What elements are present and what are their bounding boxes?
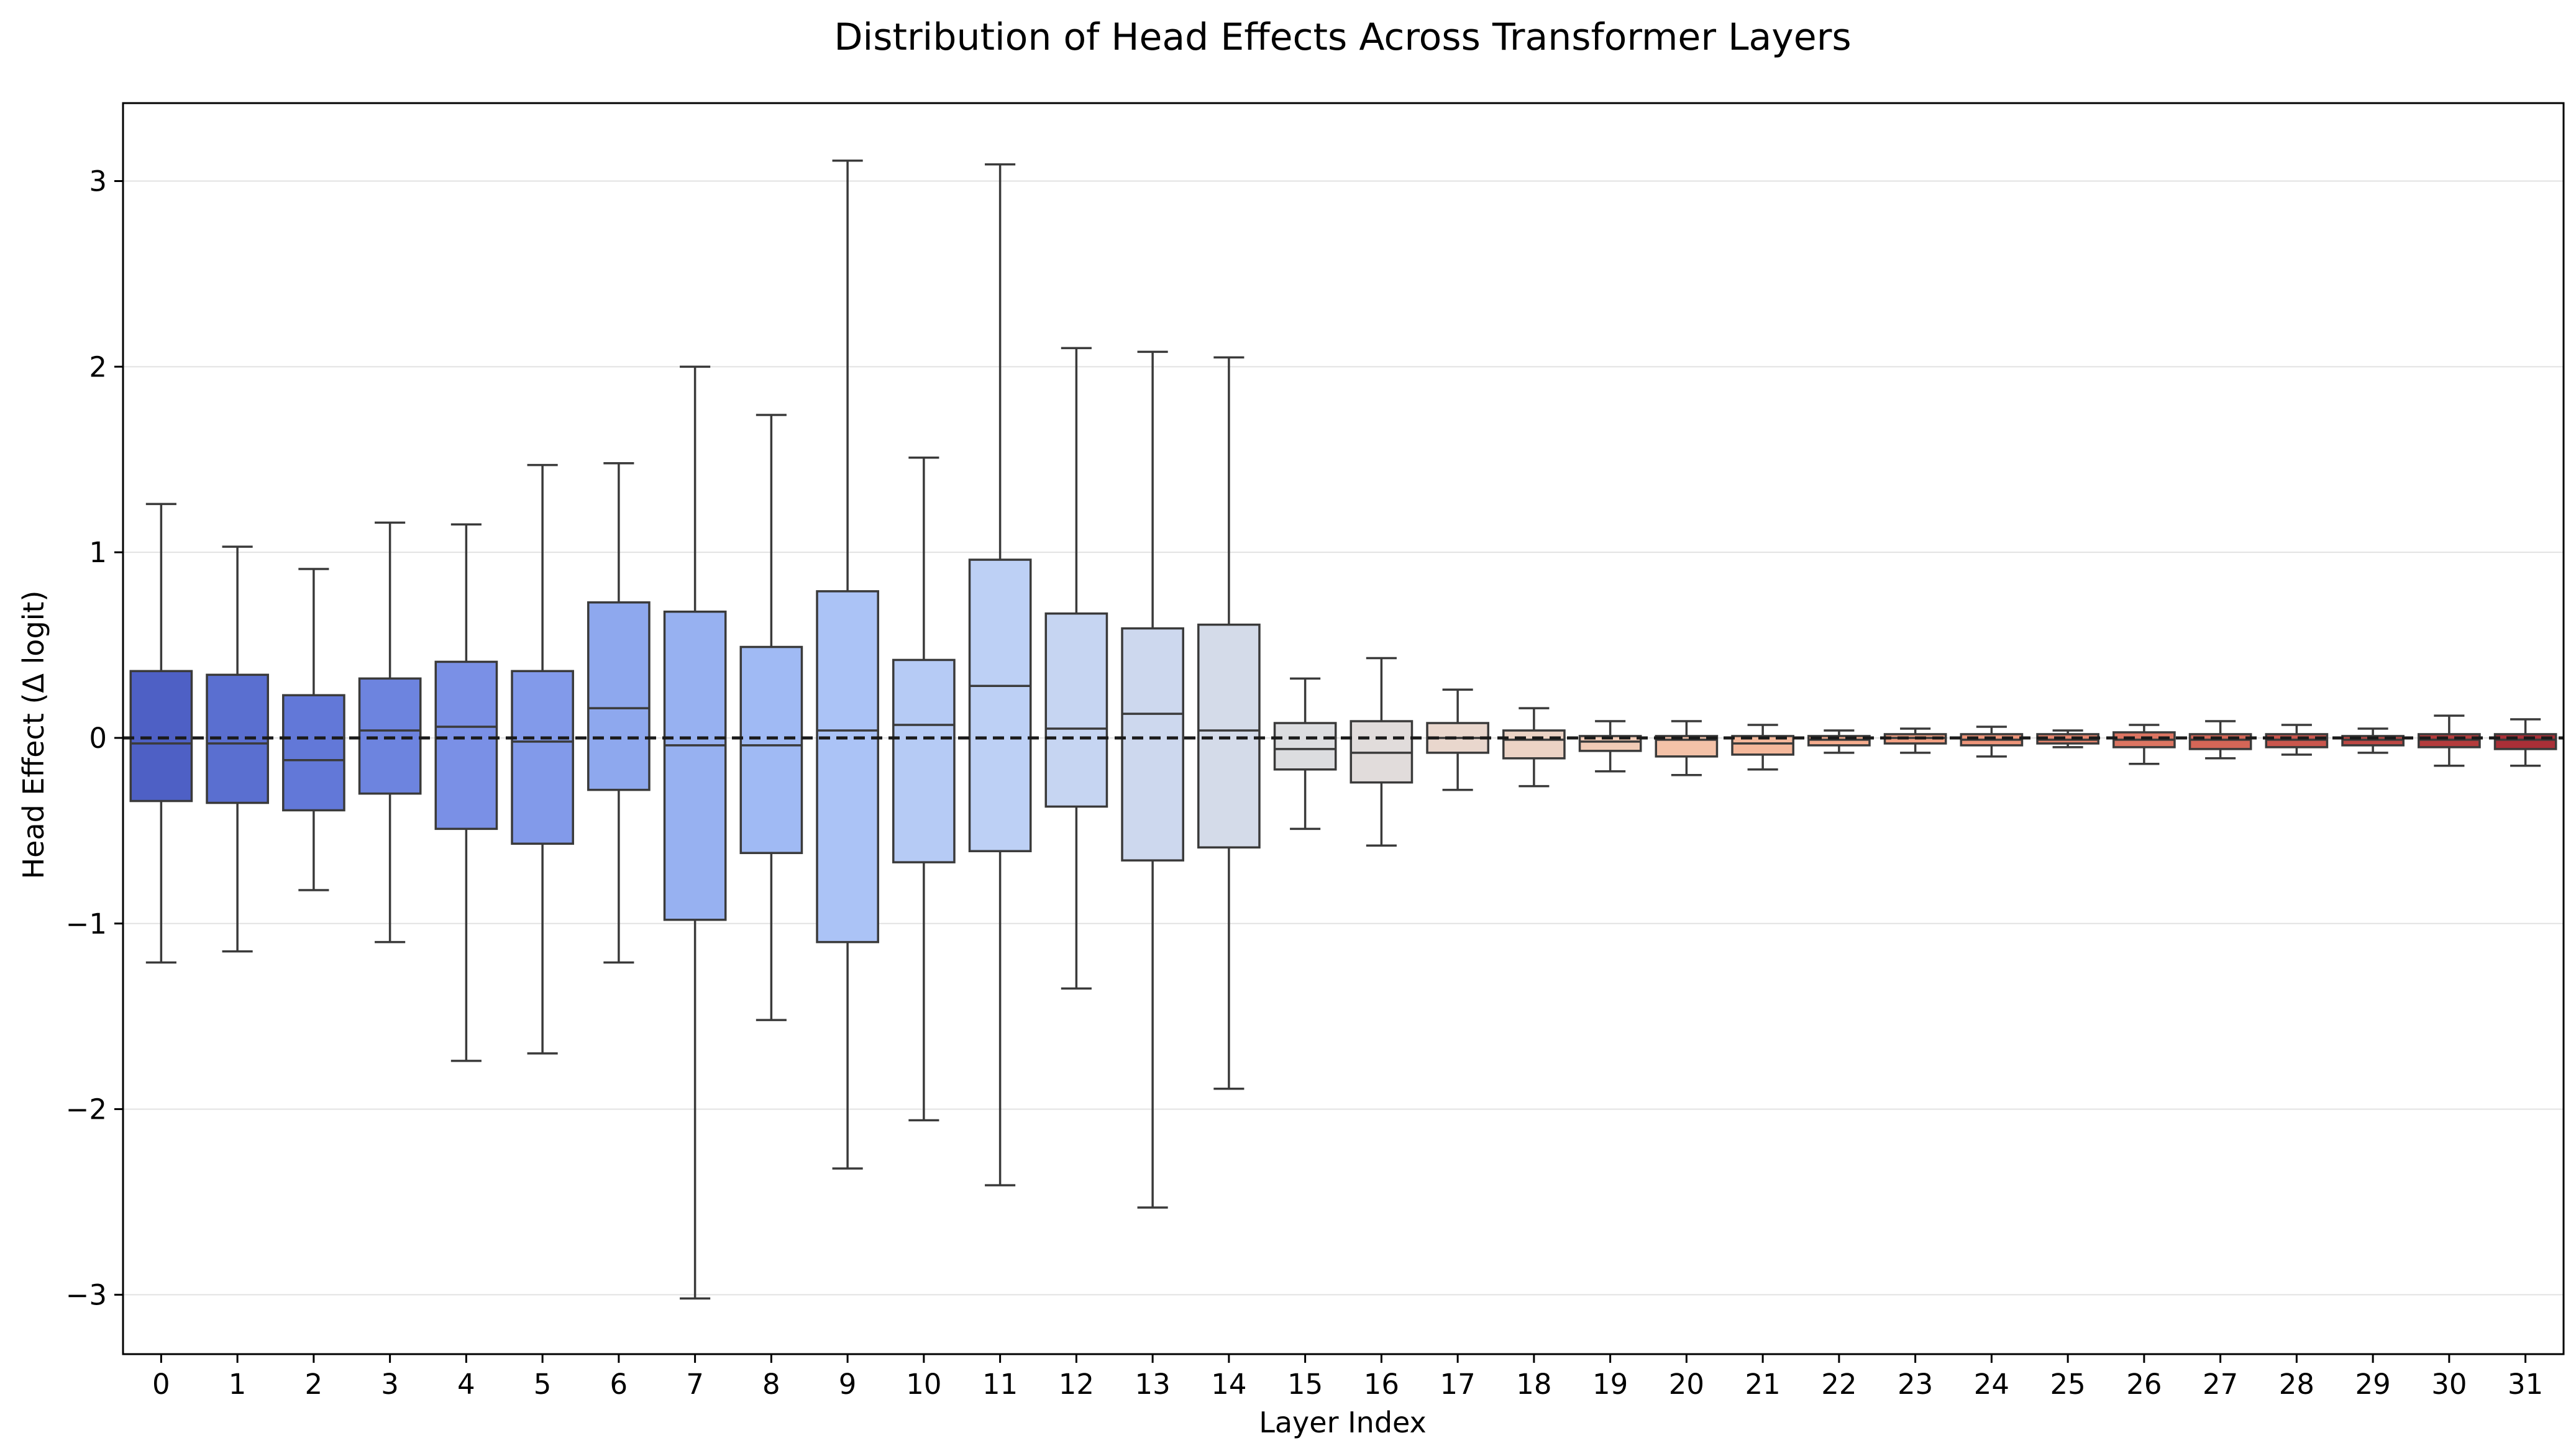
y-tick-label: 3 [89,165,107,198]
box-layer-20 [1655,720,1719,776]
x-tick-label: 23 [1898,1368,1933,1401]
iqr-box [1197,623,1261,849]
y-tick-label: 0 [89,722,107,755]
iqr-box [282,694,345,812]
box-layer-2 [282,568,345,891]
x-tick-label: 24 [1974,1368,2009,1401]
box-layer-8 [739,414,803,1021]
box-layer-12 [1044,347,1108,990]
x-tick-label: 5 [534,1368,552,1401]
x-tick-label: 7 [686,1368,704,1401]
y-tick-label: −3 [66,1278,107,1311]
box-layer-26 [2112,724,2176,765]
box-layer-13 [1121,350,1184,1209]
x-tick-label: 31 [2508,1368,2543,1401]
plot-frame [122,102,2565,1355]
x-tick-label: 19 [1592,1368,1628,1401]
x-tick-label: 6 [610,1368,628,1401]
iqr-box [1578,735,1642,752]
iqr-box [587,601,651,791]
iqr-box [358,677,422,795]
box-layer-23 [1883,727,1947,754]
x-axis-label: Layer Index [1259,1406,1427,1439]
x-tick-label: 4 [457,1368,475,1401]
iqr-box [511,670,574,845]
iqr-box [434,660,498,830]
x-tick-label: 20 [1669,1368,1704,1401]
y-tick-label: −2 [66,1093,107,1126]
x-tick-label: 29 [2355,1368,2390,1401]
box-layer-18 [1502,707,1566,788]
y-tick-label: 2 [89,350,107,383]
x-tick-label: 25 [2050,1368,2085,1401]
boxes [129,159,2557,1300]
iqr-box [739,645,803,854]
y-tick-label: 1 [89,536,107,569]
x-tick-label: 1 [229,1368,247,1401]
x-tick-label: 27 [2203,1368,2238,1401]
box-layer-22 [1807,729,1871,754]
box-layer-28 [2265,724,2329,756]
x-tick-label: 26 [2126,1368,2162,1401]
box-layer-1 [206,545,269,953]
box-layer-5 [511,463,574,1055]
x-tick-label: 18 [1516,1368,1551,1401]
x-tick-label: 3 [381,1368,399,1401]
x-tick-label: 21 [1745,1368,1780,1401]
x-tick-label: 13 [1135,1368,1170,1401]
y-axis-ticks: −3 −2 −1 0 1 2 3 [66,165,123,1311]
box-layer-11 [968,163,1032,1186]
box-layer-24 [1960,726,2024,758]
x-tick-label: 15 [1287,1368,1323,1401]
box-layer-19 [1578,720,1642,773]
iqr-box [1044,612,1108,808]
box-layer-21 [1731,724,1794,771]
box-layer-29 [2341,727,2405,754]
box-layer-14 [1197,356,1261,1090]
box-layer-27 [2188,720,2252,760]
box-layer-9 [816,159,879,1170]
x-tick-label: 8 [762,1368,780,1401]
chart-title: Distribution of Head Effects Across Tran… [834,16,1851,59]
box-layer-31 [2493,718,2557,767]
x-tick-label: 2 [305,1368,323,1401]
box-layer-6 [587,462,651,964]
box-layer-25 [2036,729,2099,748]
box-layer-4 [434,523,498,1062]
y-tick-label: −1 [66,908,107,940]
box-layer-30 [2418,714,2481,767]
iqr-box [892,658,956,863]
x-tick-label: 0 [152,1368,170,1401]
x-tick-label: 16 [1364,1368,1399,1401]
x-tick-label: 22 [1821,1368,1857,1401]
iqr-box [129,670,193,803]
iqr-box [1121,627,1184,862]
iqr-box [968,558,1032,852]
x-tick-label: 14 [1211,1368,1246,1401]
x-tick-label: 30 [2431,1368,2467,1401]
box-layer-15 [1273,677,1337,830]
iqr-box [1273,722,1337,771]
box-layer-7 [663,365,727,1300]
box-layer-3 [358,521,422,944]
iqr-box [1502,729,1566,760]
iqr-box [816,590,879,944]
box-layer-10 [892,456,956,1122]
x-tick-label: 28 [2279,1368,2314,1401]
box-layer-17 [1426,688,1489,791]
iqr-box [663,610,727,921]
x-tick-label: 17 [1440,1368,1475,1401]
x-axis-ticks: 0 1 2 3 4 5 6 7 8 9 10 11 12 13 14 15 16 17 18 19 20 21 22 23 24… [152,1354,2543,1401]
x-tick-label: 11 [982,1368,1018,1401]
x-tick-label: 9 [839,1368,857,1401]
box-layer-16 [1350,657,1414,847]
x-tick-label: 12 [1059,1368,1094,1401]
y-axis-label: Head Effect (Δ logit) [17,591,50,880]
x-tick-label: 10 [906,1368,941,1401]
box-layer-0 [129,503,193,964]
